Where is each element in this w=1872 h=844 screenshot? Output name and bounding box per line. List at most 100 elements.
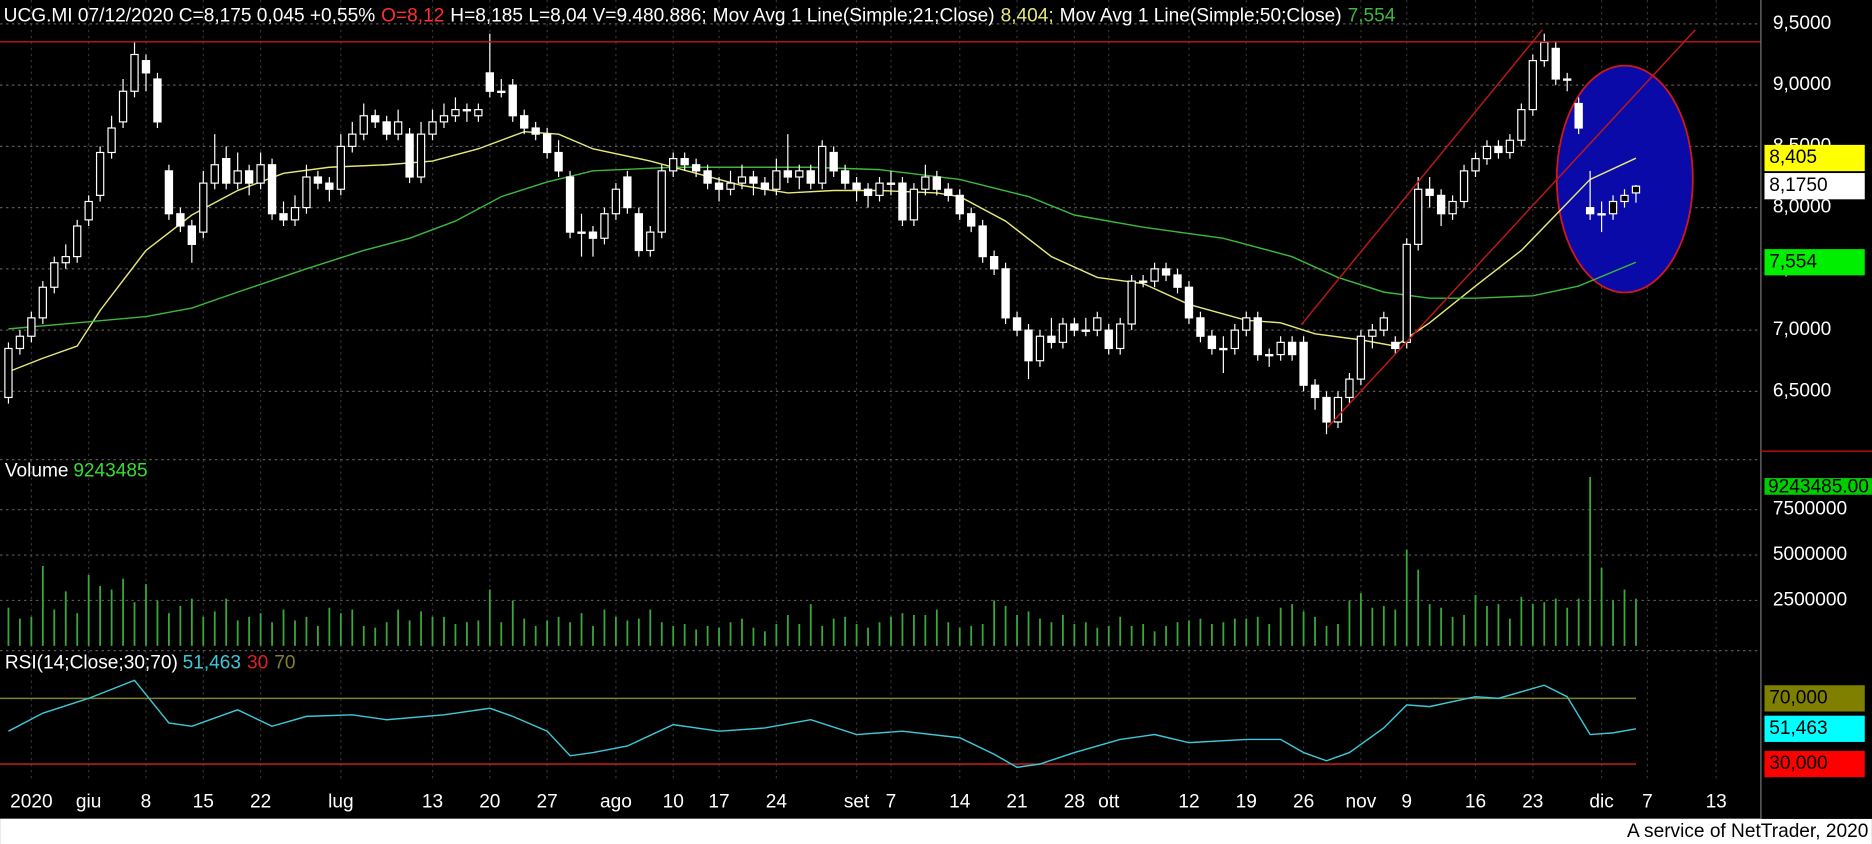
candle-body	[416, 133, 426, 178]
candle-body	[187, 225, 197, 245]
volume-tag	[1764, 478, 1872, 495]
candle-body	[1494, 145, 1503, 154]
x-tick-label: ago	[600, 791, 632, 812]
rsi-lower: 30	[247, 653, 268, 674]
price-tag-label: 7,554	[1769, 251, 1817, 272]
rsi-tag-label: 51,463	[1769, 718, 1827, 739]
x-tick-label: 24	[766, 791, 788, 812]
candle-body	[623, 176, 632, 209]
candle-body	[657, 170, 666, 233]
x-tick-label: lug	[328, 791, 353, 812]
candle-body	[989, 256, 999, 270]
candle-body	[1368, 329, 1377, 337]
candle-body	[405, 133, 414, 178]
candle-body	[565, 176, 575, 233]
x-tick-label: nov	[1345, 791, 1376, 812]
volume-last-value: 9243485	[73, 461, 147, 482]
candle-body	[898, 182, 907, 221]
candle-body	[1517, 109, 1526, 141]
x-tick-label: 23	[1522, 791, 1543, 812]
x-tick-label: 26	[1293, 791, 1314, 812]
candle-body	[1391, 341, 1400, 350]
candle-body	[1299, 341, 1308, 386]
candle-body	[554, 151, 563, 172]
candle-body	[600, 213, 609, 239]
candle-body	[1597, 213, 1606, 216]
candle-body	[783, 170, 793, 178]
legend-name: Mov Avg 1 Line(Simple;50;Close)	[1060, 6, 1342, 27]
candle-body	[267, 164, 277, 215]
candle-body	[1631, 185, 1641, 194]
candle-body	[1425, 188, 1434, 196]
candle-body	[4, 347, 13, 399]
candle-body	[1414, 188, 1423, 245]
candle-body	[921, 176, 930, 190]
rsi-tag	[1764, 715, 1865, 742]
candle-body	[795, 170, 804, 178]
candle-body	[588, 231, 598, 239]
x-tick-label: 7	[1642, 791, 1653, 812]
candle-body	[577, 231, 586, 234]
candle-body	[1448, 200, 1457, 215]
rsi-tag-label: 70,000	[1769, 687, 1827, 708]
candle-body	[1265, 354, 1274, 357]
moving-average-line	[8, 130, 1637, 373]
candle-body	[1345, 378, 1354, 399]
volume-title-text: Volume	[5, 461, 69, 482]
candle-body	[428, 121, 437, 135]
candle-body	[439, 115, 449, 123]
candle-body	[222, 158, 231, 184]
candle-body	[1047, 335, 1056, 343]
legend-name: Mov Avg 1 Line(Simple;21;Close)	[713, 6, 995, 27]
candle-body	[1608, 200, 1618, 215]
candle-body	[474, 109, 483, 117]
candle-body	[164, 170, 174, 215]
candle-body	[1184, 286, 1194, 319]
x-tick-label: 7	[886, 791, 897, 812]
candle-body	[497, 90, 506, 94]
rsi-tag	[1764, 685, 1865, 712]
candle-body	[634, 213, 644, 252]
candle-body	[1127, 280, 1136, 325]
candle-body	[38, 286, 48, 319]
candle-body	[210, 164, 219, 184]
candle-body	[50, 262, 59, 288]
marks	[0, 33, 1641, 769]
rsi-tag-label: 30,000	[1769, 753, 1827, 774]
candle-body	[244, 170, 254, 184]
candle-body	[806, 170, 815, 184]
candle-body	[382, 121, 391, 135]
header-segment: H=8,185 L=8,04 V=9.480.886;	[450, 6, 706, 27]
candle-body	[107, 127, 116, 154]
candle-body	[1242, 317, 1251, 331]
candle-body	[520, 115, 529, 129]
footer-band	[0, 818, 1872, 844]
candle-body	[1482, 145, 1492, 160]
candle-body	[680, 158, 689, 166]
candle-body	[199, 182, 208, 233]
candle-body	[371, 115, 380, 123]
price-tag-label: 8,405	[1769, 147, 1817, 168]
candle-body	[886, 182, 896, 185]
candle-body	[829, 151, 838, 172]
candle-body	[760, 182, 770, 190]
candle-body	[932, 176, 942, 190]
candle-body	[1058, 323, 1068, 343]
x-tick-label: 13	[422, 791, 443, 812]
volume-title: Volume 9243485	[5, 461, 148, 482]
price-tag	[1764, 249, 1865, 276]
candle-body	[978, 225, 987, 258]
candle-body	[451, 109, 460, 117]
x-tick-label: 16	[1465, 791, 1486, 812]
rsi-value: 51,463	[183, 653, 241, 674]
candle-body	[1333, 396, 1343, 423]
candle-body	[909, 188, 919, 221]
candle-body	[1356, 335, 1366, 380]
candle-body	[1138, 280, 1148, 283]
candle-body	[863, 188, 873, 196]
x-tick-label: 13	[1706, 791, 1727, 812]
candle-body	[1116, 323, 1125, 350]
candle-body	[1081, 329, 1090, 332]
rsi-tag	[1764, 750, 1865, 778]
